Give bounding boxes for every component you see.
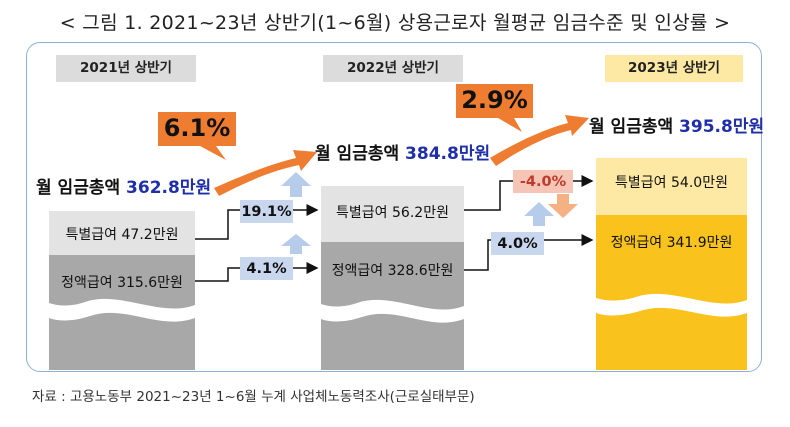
special-change-2122: 19.1% — [241, 204, 292, 220]
box-special-2122 — [240, 200, 293, 223]
year-label-2022: 2022년 상반기 — [323, 55, 463, 82]
box-regular-2122 — [240, 257, 293, 280]
bar-2022-regular-label: 정액급여 328.6만원 — [331, 263, 454, 279]
callout-total-2223 — [456, 84, 533, 132]
bar-2022-regular — [321, 242, 464, 310]
down-arrow-special-2223 — [548, 194, 578, 218]
total-prefix: 월 임금총액 — [315, 144, 400, 164]
bar-2023-regular-label: 정액급여 341.9만원 — [610, 235, 733, 251]
bar-2023-special — [596, 158, 747, 215]
total-arrow-2122 — [214, 150, 317, 196]
callout-total-2122 — [158, 112, 236, 160]
bar-2021-bottom — [49, 312, 195, 370]
bar-2022-special — [321, 186, 464, 242]
total-change-2122: 6.1% — [163, 114, 231, 142]
up-arrow-regular-2223 — [524, 202, 554, 226]
box-special-2223 — [513, 170, 573, 193]
up-arrow-regular-2122 — [281, 234, 311, 254]
total-prefix: 월 임금총액 — [36, 178, 121, 198]
year-label-2023: 2023년 상반기 — [605, 55, 743, 82]
box-regular-2223 — [491, 232, 544, 255]
bar-2021-special — [49, 211, 195, 255]
bar-2023-bottom — [596, 307, 747, 370]
up-arrow-special-2122 — [281, 172, 311, 197]
total-amount-2021: 362.8만원 — [126, 178, 212, 198]
regular-change-2122: 4.1% — [246, 261, 287, 277]
bar-2022-bottom — [321, 313, 464, 370]
bar-2023-regular — [596, 215, 747, 304]
total-arrow-2223 — [490, 115, 589, 166]
regular-change-2223: 4.0% — [497, 236, 538, 252]
figure-frame — [26, 42, 762, 372]
total-amount-2022: 384.8만원 — [405, 144, 491, 164]
total-prefix: 월 임금총액 — [589, 117, 674, 137]
total-change-2223: 2.9% — [461, 86, 528, 114]
bar-2021-regular — [49, 255, 195, 309]
bar-2023-special-label: 특별급여 54.0만원 — [615, 175, 728, 191]
figure-title: < 그림 1. 2021~23년 상반기(1~6월) 상용근로자 월평균 임금수… — [59, 12, 731, 34]
year-label-2021: 2021년 상반기 — [56, 55, 196, 82]
total-2022: 월 임금총액 384.8만원 — [315, 139, 490, 164]
special-change-2223: -4.0% — [519, 174, 567, 190]
bar-2022-special-label: 특별급여 56.2만원 — [336, 205, 449, 221]
bar-2021-special-label: 특별급여 47.2만원 — [65, 227, 179, 243]
total-2023: 월 임금총액 395.8만원 — [589, 112, 764, 137]
bar-2021-regular-label: 정액급여 315.6만원 — [61, 275, 183, 291]
total-2021: 월 임금총액 362.8만원 — [36, 173, 211, 198]
source-note: 자료 : 고용노동부 2021~23년 1~6월 누계 사업체노동력조사(근로실… — [32, 389, 475, 405]
total-amount-2023: 395.8만원 — [679, 117, 765, 137]
